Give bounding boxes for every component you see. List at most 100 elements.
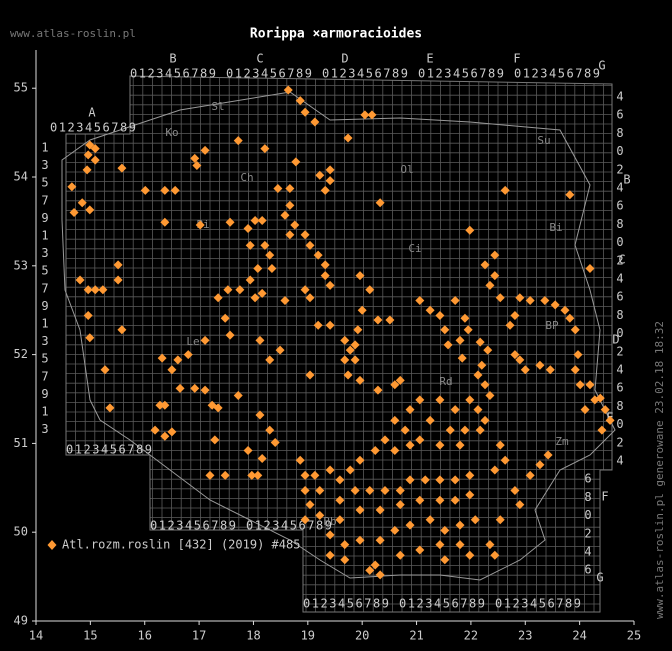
atpol-row-digit: 6 [616, 199, 623, 213]
region-label: Su [537, 134, 550, 147]
y-tick-label: 53 [14, 258, 28, 272]
record-point [275, 345, 285, 355]
record-point [213, 403, 223, 413]
atpol-row-digit: 4 [616, 90, 623, 104]
record-point [190, 153, 200, 163]
record-point [465, 395, 475, 405]
record-point [220, 313, 230, 323]
record-point [550, 300, 560, 310]
record-point [425, 305, 435, 315]
country-border [61, 91, 616, 581]
record-point [82, 165, 92, 175]
record-point [500, 185, 510, 195]
record-point [315, 485, 325, 495]
atpol-column-letter: G [598, 59, 605, 73]
record-point [490, 465, 500, 475]
region-label: Bb [323, 515, 336, 528]
region-label: Zm [555, 435, 569, 448]
region-label: Rd [439, 375, 452, 388]
x-tick-label: 20 [355, 629, 369, 643]
record-point [265, 355, 275, 365]
record-point [200, 335, 210, 345]
record-point [455, 440, 465, 450]
record-point [405, 405, 415, 415]
record-point [300, 285, 310, 295]
record-point [192, 160, 202, 170]
atpol-digits: 0123456789 [50, 121, 136, 135]
record-point [465, 550, 475, 560]
record-point [360, 110, 370, 120]
record-point [355, 271, 365, 281]
record-point [405, 475, 415, 485]
record-point [167, 427, 177, 437]
record-point [395, 485, 405, 495]
record-point [340, 335, 350, 345]
record-point [267, 263, 277, 273]
record-point [345, 345, 355, 355]
chart-title: Rorippa ×armoracioides [250, 27, 422, 42]
record-point [415, 545, 425, 555]
record-point [580, 405, 590, 415]
record-point [400, 425, 410, 435]
record-point [90, 285, 100, 295]
atpol-row-digit: 5 [41, 264, 48, 278]
atpol-row-letter: D [612, 333, 619, 347]
record-point [435, 311, 445, 321]
footer-label: www.atlas-roslin.pl generowane 23.02.18 … [653, 321, 666, 619]
record-point [300, 107, 310, 117]
record-point [117, 163, 127, 173]
record-point [395, 550, 405, 560]
record-point [465, 470, 475, 480]
record-point [113, 275, 123, 285]
record-point [473, 370, 483, 380]
record-point [540, 295, 550, 305]
record-point [233, 390, 243, 400]
atpol-column-letter: D [341, 52, 348, 66]
record-point [495, 293, 505, 303]
record-point [260, 144, 270, 154]
record-point [75, 275, 85, 285]
record-point [223, 285, 233, 295]
atpol-column-letter: B [169, 52, 176, 66]
record-point [600, 405, 610, 415]
record-point [425, 515, 435, 525]
record-point [605, 415, 615, 425]
record-point [175, 383, 185, 393]
record-point [475, 337, 485, 347]
record-point [310, 117, 320, 127]
record-point [405, 520, 415, 530]
record-point [67, 182, 77, 192]
record-point [157, 353, 167, 363]
record-point [300, 515, 310, 525]
record-point [450, 475, 460, 485]
record-point [483, 345, 493, 355]
record-point [335, 475, 345, 485]
record-point [335, 515, 345, 525]
atpol-row-digit: 0 [616, 417, 623, 431]
record-point [573, 350, 583, 360]
record-point [290, 220, 300, 230]
record-point [395, 500, 405, 510]
record-point [570, 365, 580, 375]
atpol-digits: 0123456789 [66, 443, 152, 457]
atpol-row-digit: 7 [41, 281, 48, 295]
record-point [253, 470, 263, 480]
record-point [195, 220, 205, 230]
record-point [435, 440, 445, 450]
record-point [320, 271, 330, 281]
record-point [105, 403, 115, 413]
record-point [98, 285, 108, 295]
record-point [350, 485, 360, 495]
atpol-row-digit: 6 [616, 108, 623, 122]
atpol-row-digit: 4 [616, 363, 623, 377]
x-tick-label: 21 [409, 629, 423, 643]
atpol-row-digit: 2 [616, 344, 623, 358]
record-point [455, 540, 465, 550]
record-point [257, 288, 267, 298]
record-point [375, 570, 385, 580]
record-point [450, 295, 460, 305]
record-point [295, 96, 305, 106]
record-point [340, 555, 350, 565]
atpol-row-digit: 6 [616, 381, 623, 395]
